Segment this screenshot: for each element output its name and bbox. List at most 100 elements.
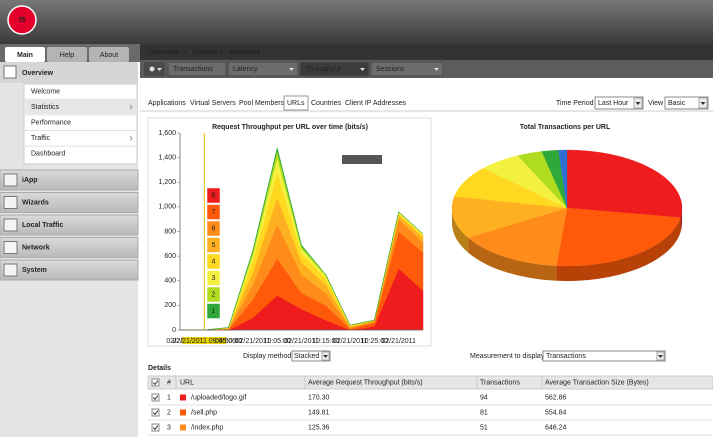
view-select[interactable] xyxy=(664,96,709,110)
display-select[interactable] xyxy=(291,350,331,362)
column-header[interactable]: Average Transaction Size (Bytes) xyxy=(545,379,649,386)
checkbox[interactable] xyxy=(151,393,160,402)
pie-slice xyxy=(467,207,568,266)
section-bar[interactable] xyxy=(0,192,139,213)
section-bar[interactable] xyxy=(0,214,139,236)
legend-label: 6 xyxy=(212,225,216,232)
submenu-item[interactable]: Dashboard xyxy=(31,151,65,158)
breadcrumb-root[interactable]: Overview xyxy=(148,49,180,56)
table-cell: 81 xyxy=(480,409,488,416)
dropdown-arrow xyxy=(700,102,706,105)
url-link[interactable]: /sell.php xyxy=(191,409,217,416)
url-link[interactable]: /index.php xyxy=(191,424,223,431)
section-label[interactable]: Network xyxy=(22,244,50,251)
details-title: Details xyxy=(148,365,171,372)
url-color xyxy=(180,409,186,416)
time-period-select[interactable] xyxy=(594,96,644,110)
checkbox[interactable] xyxy=(151,408,160,417)
y-tick-label: 400 xyxy=(164,278,176,285)
submenu-item[interactable]: Traffic xyxy=(31,135,51,142)
menu-label[interactable]: Latency xyxy=(233,66,258,73)
subtab[interactable]: Virtual Servers xyxy=(190,100,236,107)
y-tick-label: 800 xyxy=(164,228,176,235)
section-bar[interactable] xyxy=(0,259,139,281)
subtab[interactable]: URLs xyxy=(287,100,305,107)
pie-slice-side xyxy=(468,237,557,281)
time-period-value[interactable]: Last Hour xyxy=(598,100,629,107)
section-icon xyxy=(3,173,18,187)
menu-label[interactable]: Throughput xyxy=(305,66,341,73)
column-header[interactable]: Transactions xyxy=(480,379,520,386)
control-label: Measurement to display xyxy=(470,353,545,360)
subtab[interactable]: Pool Members xyxy=(239,100,285,107)
view-value[interactable]: Basic xyxy=(668,100,686,107)
view-label: View xyxy=(648,100,664,107)
menu-label[interactable]: Transactions xyxy=(173,66,213,73)
checkbox[interactable] xyxy=(151,378,160,387)
dropdown-arrow xyxy=(157,68,162,71)
dropdown-arrow xyxy=(658,355,663,358)
tab-label[interactable]: Main xyxy=(17,52,33,59)
dropdown-arrow xyxy=(434,68,439,71)
tab[interactable] xyxy=(47,47,87,62)
display-value[interactable]: Stacked xyxy=(294,353,319,360)
legend-label: 1 xyxy=(212,308,216,315)
legend-swatch xyxy=(206,286,221,303)
table-cell: 149.81 xyxy=(308,409,330,416)
submenu-item[interactable]: Performance xyxy=(31,120,71,127)
menu-label[interactable]: Sessions xyxy=(376,66,405,73)
overview-icon xyxy=(3,65,17,79)
column-header[interactable]: URL xyxy=(180,379,194,386)
tab-label[interactable]: About xyxy=(100,52,118,59)
section-bar[interactable] xyxy=(0,237,139,258)
measurement-select[interactable] xyxy=(542,350,666,362)
section-label[interactable]: Wizards xyxy=(22,199,49,206)
section-label[interactable]: Local Traffic xyxy=(22,222,63,229)
legend-label: 3 xyxy=(212,275,216,282)
overview-title[interactable]: Overview xyxy=(22,70,54,77)
legend-swatch xyxy=(206,303,221,319)
dropdown-arrow xyxy=(635,102,641,105)
checkmark xyxy=(152,380,159,386)
menu-item[interactable] xyxy=(227,61,299,77)
column-header[interactable]: Average Request Throughput (bits/s) xyxy=(308,379,423,386)
subtab[interactable]: Countries xyxy=(311,100,341,107)
tab-label[interactable]: Help xyxy=(60,52,75,59)
checkmark xyxy=(152,425,159,431)
submenu-item[interactable]: Statistics xyxy=(31,104,60,111)
measurement-value[interactable]: Transactions xyxy=(546,353,586,360)
x-tick-label: 10:15:00 xyxy=(312,338,339,345)
subtab[interactable]: Applications xyxy=(148,100,186,107)
menu-item[interactable] xyxy=(370,61,444,77)
section-label[interactable]: iApp xyxy=(22,177,38,184)
dropdown-arrow xyxy=(360,68,365,71)
column-header[interactable]: # xyxy=(167,379,171,386)
y-tick-label: 200 xyxy=(164,302,176,309)
legend-swatch xyxy=(206,237,221,253)
section-icon xyxy=(3,241,18,254)
table-cell: 51 xyxy=(480,424,488,431)
submenu-item[interactable]: Welcome xyxy=(31,88,60,95)
time-period-label: Time Period xyxy=(556,100,594,107)
gear-icon xyxy=(149,66,155,72)
y-tick-label: 600 xyxy=(164,253,176,260)
table-cell: 125.36 xyxy=(308,424,330,431)
url-color xyxy=(180,424,186,431)
submenu-chevron xyxy=(129,104,133,110)
x-tick-label: 02/21/2011 xyxy=(236,338,271,345)
breadcrumb-bar xyxy=(140,44,713,60)
menu-item[interactable] xyxy=(167,61,227,77)
section-label[interactable]: System xyxy=(22,267,47,274)
tab[interactable] xyxy=(5,47,45,62)
url-link[interactable]: /uploaded/logo.gif xyxy=(191,394,246,401)
tab[interactable] xyxy=(89,47,129,62)
x-tick-label: 09:50:00 xyxy=(215,338,242,345)
section-icon xyxy=(3,218,18,232)
section-bar[interactable] xyxy=(0,169,139,191)
checkbox[interactable] xyxy=(151,423,160,432)
subtab[interactable]: Client IP Addresses xyxy=(345,100,406,107)
menu-item[interactable] xyxy=(299,61,370,77)
submenu-chevron xyxy=(129,135,133,141)
subtab-active xyxy=(283,95,309,111)
